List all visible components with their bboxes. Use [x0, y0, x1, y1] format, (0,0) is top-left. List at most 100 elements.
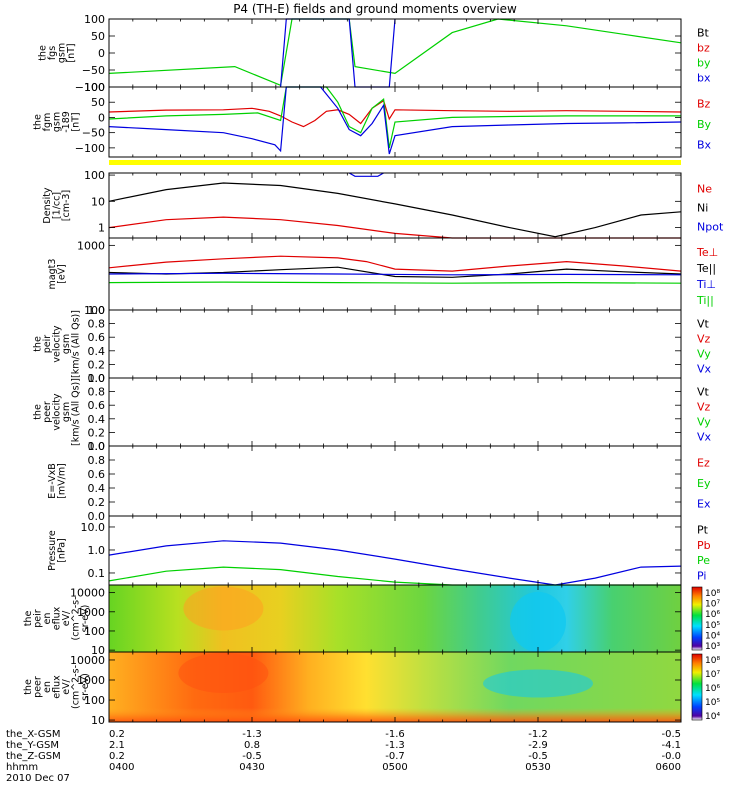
y-axis-label: sr-eV): [80, 673, 91, 701]
y-tick-label: 0.8: [88, 454, 106, 467]
y-tick-label: 0: [98, 47, 105, 60]
y-axis-label: peir: [42, 335, 53, 354]
ephemeris-value: 2.1: [109, 740, 125, 751]
y-axis-label: velocity: [52, 393, 63, 431]
peer_spectrogram-colorbar-label: 10⁷: [705, 670, 720, 680]
y-tick-label: 0.6: [88, 331, 106, 344]
series-line-Pi: [108, 540, 682, 586]
y-axis-label: velocity: [52, 325, 63, 363]
ephemeris-value: 0430: [239, 762, 264, 773]
ephemeris-value: -2.9: [528, 740, 548, 751]
legend-entry: Bz: [697, 97, 711, 110]
y-tick-label: 1000: [77, 239, 105, 252]
y-tick-label: 50: [91, 96, 105, 109]
y-tick-label: 10000: [70, 654, 105, 667]
y-tick-label: −100: [75, 142, 105, 155]
legend-entry: Vz: [697, 401, 711, 414]
y-tick-label: 50: [91, 30, 105, 43]
ephemeris-label: the_Z-GSM: [6, 751, 61, 762]
y-tick-label: 1.0: [88, 544, 106, 557]
y-tick-label: 0.2: [88, 426, 106, 439]
y-axis-label: the: [33, 336, 44, 352]
y-tick-label: −50: [82, 127, 105, 140]
legend-entry: bx: [697, 72, 711, 85]
y-tick-label: 10000: [70, 587, 105, 600]
y-tick-label: 0.8: [88, 386, 106, 399]
y-tick-label: 0: [98, 111, 105, 124]
series-line-bx: [280, 18, 396, 88]
peer_velocity-frame: [108, 377, 682, 447]
y-axis-label: en: [42, 613, 53, 625]
y-axis-label: Pressure: [47, 530, 58, 571]
y-tick-label: 0.0: [88, 440, 106, 453]
y-tick-label: 0.2: [88, 358, 106, 371]
legend-entry: Vx: [697, 431, 712, 444]
legend-entry: Pt: [697, 524, 709, 537]
legend-entry: Npot: [697, 221, 724, 234]
legend-entry: Ez: [697, 456, 710, 469]
y-axis-label: -189: [61, 111, 72, 133]
legend-entry: Ex: [697, 498, 711, 511]
ephemeris-value: -1.3: [242, 729, 262, 740]
y-tick-label: 0.8: [88, 318, 106, 331]
legend-entry: bz: [697, 42, 710, 55]
y-tick-label: 10.0: [81, 521, 106, 534]
ephemeris-value: -0.5: [661, 729, 681, 740]
density-frame: [108, 172, 682, 239]
peer_spectrogram-colorbar-label: 10⁸: [705, 656, 720, 666]
peer_spectrogram-colorbar-label: 10⁴: [705, 712, 720, 722]
y-axis-label: fgm: [42, 113, 53, 132]
legend-entry: Pi: [697, 569, 706, 582]
ephemeris-value: 0.8: [244, 740, 260, 751]
electron-cold-blob: [483, 669, 593, 698]
status-bar: [109, 160, 681, 165]
legend-entry: Vy: [697, 416, 711, 429]
ephemeris-value: 0600: [656, 762, 681, 773]
legend-entry: Te||: [696, 262, 716, 275]
ephemeris-value: 0.2: [109, 751, 125, 762]
y-axis-label: [nT]: [66, 43, 77, 62]
peir_velocity-frame: [108, 309, 682, 379]
y-tick-label: 10: [91, 714, 105, 727]
ephemeris-value: -1.3: [385, 740, 405, 751]
legend-entry: Ey: [697, 477, 711, 490]
y-axis-label: [km/s (All Qs)]: [71, 310, 82, 378]
y-axis-label: the: [23, 611, 34, 627]
series-line-Bx: [108, 86, 682, 155]
y-axis-label: fgs: [47, 46, 58, 60]
chart-title: P4 (TH-E) fields and ground moments over…: [233, 2, 517, 16]
series-line-Ti: [108, 272, 682, 276]
series-line-by: [108, 18, 682, 87]
legend-entry: Ti⊥: [696, 278, 716, 291]
y-axis-label: eflux: [52, 675, 63, 699]
series-line-Ni: [108, 182, 682, 238]
y-axis-label: (cm^2-s-: [71, 597, 82, 641]
ephemeris-value: -0.5: [242, 751, 262, 762]
y-tick-label: 0.6: [88, 468, 106, 481]
y-axis-label: [eV]: [56, 264, 67, 284]
legend-entry: Ti||: [696, 294, 714, 307]
y-axis-label: [nT]: [71, 112, 82, 131]
y-tick-label: 100: [84, 694, 105, 707]
y-axis-label: gsm: [61, 334, 72, 354]
peir_spectrogram-colorbar-label: 10⁴: [705, 631, 720, 641]
series-line-Te: [108, 255, 682, 272]
legend-entry: Ne: [697, 183, 712, 196]
y-axis-label: gsm: [52, 112, 63, 132]
y-axis-label: the: [37, 45, 48, 61]
y-tick-label: 0.6: [88, 399, 106, 412]
y-axis-label: Density: [42, 187, 53, 223]
peir_spectrogram-colorbar-label: 10⁶: [705, 610, 720, 620]
y-axis-label: gsm: [61, 402, 72, 422]
y-tick-label: 1: [98, 222, 105, 235]
y-tick-label: −100: [75, 81, 105, 94]
legend-entry: Vt: [697, 386, 710, 399]
legend-entry: Vy: [697, 348, 711, 361]
legend-entry: Ni: [697, 202, 708, 215]
y-axis-label: eflux: [52, 606, 63, 630]
y-axis-label: en: [42, 681, 53, 693]
y-axis-label: E=-VxB: [47, 463, 58, 498]
y-axis-label: peir: [33, 609, 44, 628]
peer_spectrogram-colorbar-label: 10⁶: [705, 684, 720, 694]
